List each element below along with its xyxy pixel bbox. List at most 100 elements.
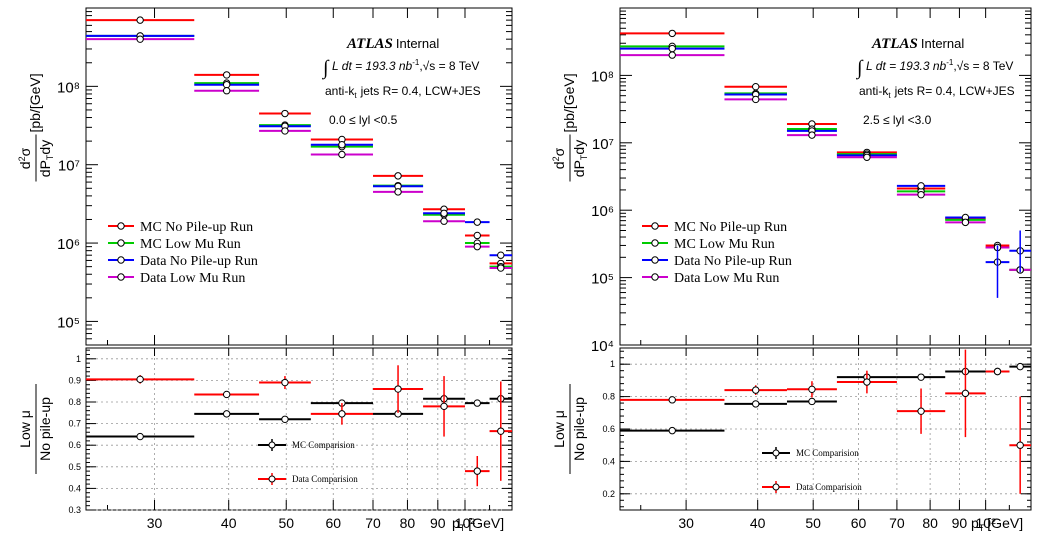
ratio-point-marker [863,378,871,386]
x-tick-label: 30 [678,515,694,531]
ratio-point-marker [440,402,448,411]
x-tick-label: 80 [400,515,416,531]
data-point-marker [222,80,231,89]
legend-swatch-marker [651,222,659,230]
x-tick-label: 40 [221,515,237,531]
ratio-point-marker [222,410,231,418]
ratio-legend: MC Comparision Data Comparision [762,447,862,493]
ratio-y-tick-label: 0.9 [68,375,81,385]
ratio-y-tick-label: 0.3 [68,505,81,515]
legend-label: Data No Pile-up Run [140,254,258,269]
data-point-marker [440,217,448,225]
y-tick-label: 10⁷ [592,136,614,153]
x-tick-label: 70 [365,515,381,531]
ratio-label-numerator: Low μ [551,410,567,448]
ratio-y-tick-label: 0.4 [68,483,81,493]
x-tick-label: 30 [147,515,163,531]
x-axis-label: pT [GeV] [971,515,1023,533]
y-tick-label: 10⁶ [57,236,80,253]
ratio-point-marker [1016,441,1024,449]
ratio-y-tick-label: 1 [76,354,81,364]
legend-swatch-marker [651,273,659,281]
y-axis: 10⁴ 10⁵ 10⁶ 10⁷ 10⁸ [591,7,1031,355]
y-label-numerator: d2σ [551,147,567,169]
ratio-y-tick-label: 0.5 [68,462,81,472]
integral-sign: ∫ [855,57,864,80]
ratio-legend-swatch-marker [268,441,276,449]
ratio-point-marker [808,397,816,406]
ratio-point-marker [752,386,760,394]
ratio-point-marker [808,385,816,394]
ratio-label-denominator: No pile-up [37,397,53,461]
ratio-plot-frame [85,347,513,511]
ratio-series [620,349,1031,494]
data-point-marker [668,29,676,38]
legend-label: Data Low Mu Run [674,271,779,286]
ratio-series-ratio_data [86,365,512,487]
legend-label: MC Low Mu Run [140,237,241,252]
ratio-series-ratio_mc [620,362,1031,435]
atlas-label: ATLAS Internal [871,36,964,52]
ratio-point-marker [668,396,676,404]
ratio-point-marker [1016,362,1024,371]
lumi-label: L dt = 193.3 nb-1,√s = 8 TeV [866,58,1013,73]
data-point-marker [136,35,144,43]
x-axis: 30 40 50 60 70 80 90 10² [107,8,513,531]
y-tick-label: 10⁸ [57,79,80,96]
ratio-y-axis: 0.2 0.4 0.6 0.8 1 [602,350,1031,508]
data-point-marker [338,150,346,159]
ratio-point-marker [917,407,925,415]
legend-swatch-marker [651,256,659,264]
legend-swatch-marker [117,273,125,281]
y-tick-label: 10⁴ [591,338,614,355]
y-label-denominator: dPTdy [37,140,55,177]
ratio-point-marker [752,400,760,408]
x-tick-label: 50 [278,515,294,531]
ratio-legend-label: MC Comparision [796,448,859,458]
ratio-point-marker [497,427,505,435]
legend-label: MC No Pile-up Run [140,220,253,235]
legend-swatch-marker [117,222,125,230]
data-point-marker [222,87,231,95]
ratio-legend-swatch-marker [772,449,780,457]
x-tick-label: 80 [922,515,938,531]
y-tick-label: 10⁷ [58,158,80,175]
ratio-point-marker [473,467,481,475]
x-tick-label: 60 [325,515,341,531]
rapidity-label: 0.0 ≤ lyl <0.5 [329,113,398,127]
data-point-marker [752,95,760,104]
data-point-marker [917,182,925,190]
data-point-marker [440,209,448,217]
jet-label: anti-kt jets R= 0.4, LCW+JES [859,84,1015,100]
data-point-marker [338,141,346,149]
ratio-point-marker [961,389,970,398]
main-legend: MC No Pile-up Run MC Low Mu Run Data No Pi… [642,220,792,286]
data-point-marker [917,190,925,199]
data-point-marker [281,127,289,135]
ratio-legend: MC Comparision Data Comparision [258,439,358,485]
data-point-marker [394,172,402,180]
ratio-point-marker [993,367,1002,376]
ratio-point-marker [136,375,144,384]
legend-swatch-marker [651,239,659,247]
ratio-y-tick-label: 0.2 [602,489,615,499]
ratio-point-marker [473,399,481,407]
y-label-denominator: dPTdy [571,140,589,177]
y-label-units: [pb/[GeV] [561,73,577,132]
data-point-marker [473,218,481,226]
legend-swatch-marker [117,239,125,247]
jet-label: anti-kt jets R= 0.4, LCW+JES [325,84,481,100]
lumi-label: L dt = 193.3 nb-1,√s = 8 TeV [332,58,479,73]
series-data_lowmu [86,35,512,272]
legend-label: Data No Pile-up Run [674,254,792,269]
x-tick-label: 10² [976,515,997,531]
data-point-marker [222,71,231,79]
data-point-marker [752,82,760,91]
rapidity-label: 2.5 ≤ lyl <3.0 [863,113,932,127]
main-legend: MC No Pile-up Run MC Low Mu Run Data No Pi… [108,220,258,286]
ratio-y-axis: 0.3 0.4 0.5 0.6 0.7 0.8 0.9 1 [68,349,512,515]
